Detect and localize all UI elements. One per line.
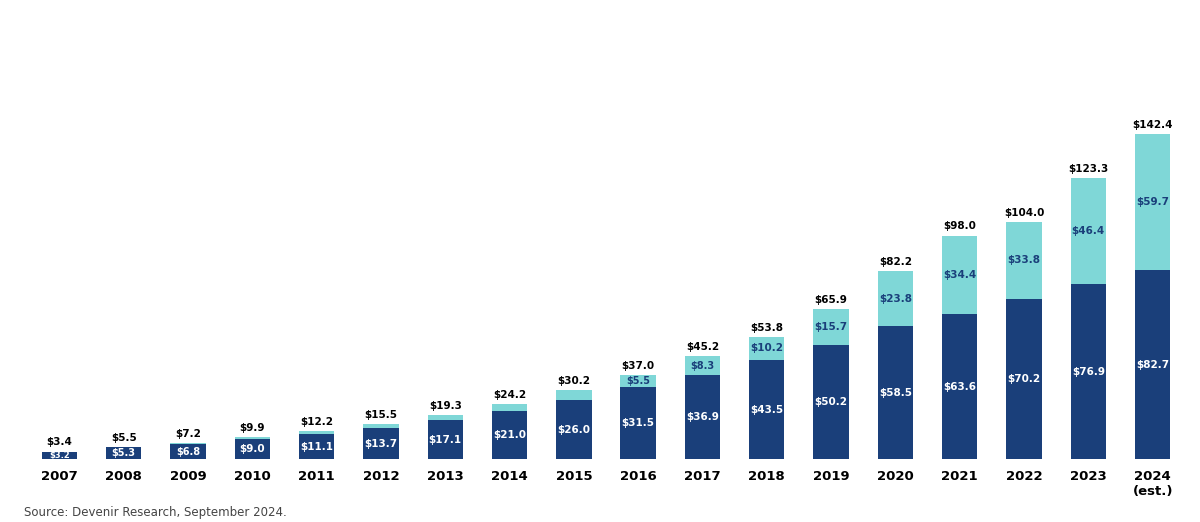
Bar: [106, 447, 142, 459]
Text: $46.4: $46.4: [1072, 226, 1105, 236]
Text: $17.1: $17.1: [428, 435, 462, 445]
Text: $8.3: $8.3: [690, 361, 714, 371]
Bar: [556, 390, 592, 400]
Bar: [1007, 222, 1042, 299]
Bar: [749, 337, 785, 360]
Text: $6.8: $6.8: [176, 447, 200, 457]
Bar: [814, 309, 848, 345]
Text: $31.5: $31.5: [622, 419, 655, 429]
Bar: [942, 314, 977, 459]
Text: $5.5: $5.5: [110, 433, 137, 443]
Bar: [556, 400, 592, 459]
Text: $36.9: $36.9: [686, 412, 719, 422]
Bar: [877, 271, 913, 326]
Bar: [427, 420, 463, 459]
Text: $63.6: $63.6: [943, 382, 977, 392]
Text: $11.1: $11.1: [300, 442, 334, 452]
Bar: [170, 444, 205, 459]
Text: $15.5: $15.5: [365, 410, 397, 420]
Text: $53.8: $53.8: [750, 323, 784, 333]
Text: $58.5: $58.5: [878, 387, 912, 398]
Bar: [170, 443, 205, 444]
Bar: [492, 404, 527, 411]
Text: $123.3: $123.3: [1068, 164, 1109, 174]
Text: $3.4: $3.4: [47, 437, 72, 447]
Text: $9.0: $9.0: [240, 444, 265, 454]
Text: $3.2: $3.2: [49, 451, 70, 460]
Bar: [1135, 134, 1170, 270]
Text: $30.2: $30.2: [557, 376, 590, 386]
Bar: [620, 375, 656, 387]
Bar: [685, 356, 720, 375]
Text: $34.4: $34.4: [943, 270, 977, 280]
Text: $5.3: $5.3: [112, 448, 136, 458]
Text: $9.9: $9.9: [240, 423, 265, 433]
Text: $19.3: $19.3: [428, 401, 462, 411]
Text: $15.7: $15.7: [815, 322, 847, 332]
Text: $10.2: $10.2: [750, 343, 784, 353]
Bar: [427, 416, 463, 420]
Bar: [942, 235, 977, 314]
Bar: [299, 434, 335, 459]
Bar: [364, 428, 398, 459]
Text: $50.2: $50.2: [815, 397, 847, 407]
Text: $12.2: $12.2: [300, 418, 334, 428]
Bar: [685, 375, 720, 459]
Text: $65.9: $65.9: [815, 295, 847, 305]
Text: $70.2: $70.2: [1008, 374, 1040, 384]
Bar: [42, 452, 77, 459]
Text: Source: Devenir Research, September 2024.: Source: Devenir Research, September 2024…: [24, 506, 287, 519]
Text: $76.9: $76.9: [1072, 366, 1105, 376]
Text: $82.7: $82.7: [1136, 360, 1169, 370]
Bar: [235, 437, 270, 439]
Text: $21.0: $21.0: [493, 430, 526, 441]
Bar: [877, 326, 913, 459]
Bar: [1135, 270, 1170, 459]
Bar: [1070, 178, 1106, 284]
Text: $13.7: $13.7: [365, 438, 397, 449]
Text: $24.2: $24.2: [493, 390, 526, 400]
Bar: [299, 432, 335, 434]
Text: $98.0: $98.0: [943, 221, 976, 231]
Text: $5.5: $5.5: [626, 376, 650, 386]
Text: $37.0: $37.0: [622, 361, 655, 371]
Text: $104.0: $104.0: [1004, 208, 1044, 218]
Bar: [1070, 284, 1106, 459]
Text: $7.2: $7.2: [175, 429, 200, 439]
Bar: [814, 345, 848, 459]
Text: $26.0: $26.0: [557, 425, 590, 435]
Text: $23.8: $23.8: [878, 293, 912, 304]
Bar: [1007, 299, 1042, 459]
Text: $33.8: $33.8: [1008, 255, 1040, 266]
Bar: [235, 439, 270, 459]
Bar: [749, 360, 785, 459]
Bar: [492, 411, 527, 459]
Text: $59.7: $59.7: [1136, 197, 1169, 207]
Text: $82.2: $82.2: [878, 257, 912, 267]
Bar: [620, 387, 656, 459]
Text: $142.4: $142.4: [1133, 120, 1172, 130]
Text: $43.5: $43.5: [750, 405, 784, 414]
Bar: [364, 424, 398, 428]
Text: $45.2: $45.2: [686, 342, 719, 352]
